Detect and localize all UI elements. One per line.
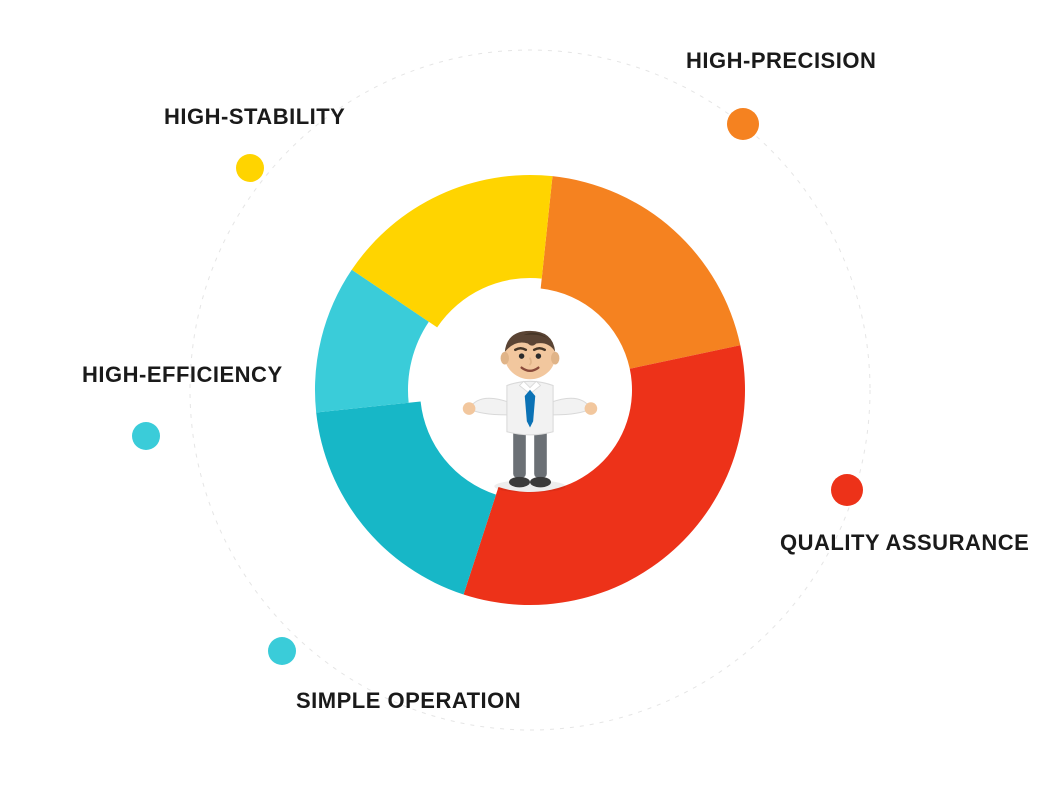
infographic-canvas (0, 0, 1060, 807)
label-quality-assurance: QUALITY ASSURANCE (780, 530, 1029, 556)
label-high-efficiency: HIGH-EFFICIENCY (82, 362, 283, 388)
orbit-dot-simple-operation (268, 637, 296, 665)
orbit-dot-high-efficiency (132, 422, 160, 450)
label-high-precision: HIGH-PRECISION (686, 48, 876, 74)
orbit-dot-quality-assurance (831, 474, 863, 506)
label-simple-operation: SIMPLE OPERATION (296, 688, 521, 714)
label-high-stability: HIGH-STABILITY (164, 104, 345, 130)
orbit-dot-high-stability (236, 154, 264, 182)
orbit-dot-high-precision (727, 108, 759, 140)
